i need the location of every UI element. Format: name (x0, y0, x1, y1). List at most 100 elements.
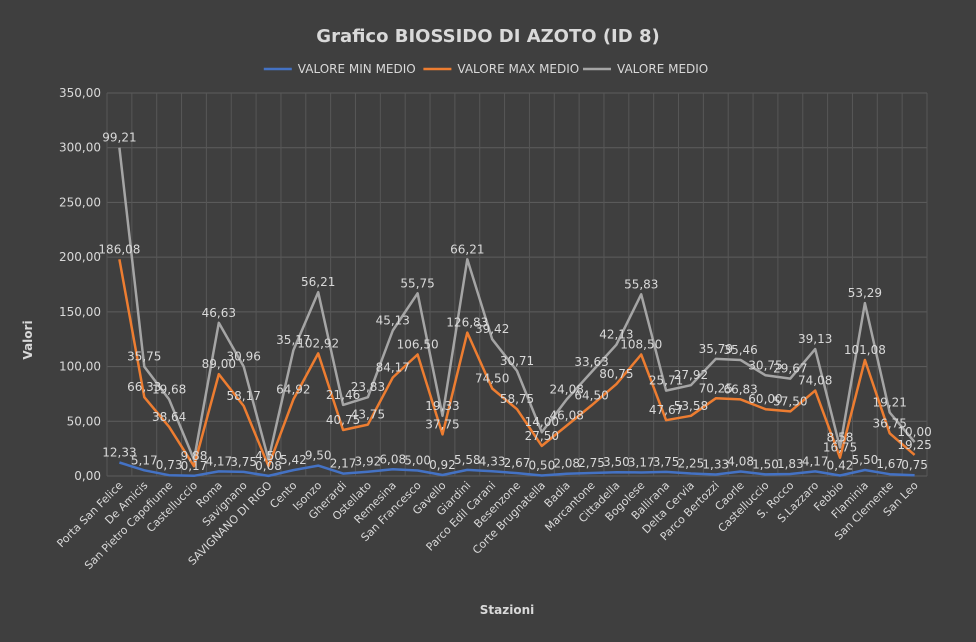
data-label: 1,33 (702, 458, 729, 472)
data-label: 0,92 (429, 458, 456, 472)
legend-label: VALORE MAX MEDIO (457, 62, 579, 76)
data-label: 0,75 (901, 458, 928, 472)
data-label: 101,08 (844, 343, 886, 357)
y-axis-ticks: 0,00 50,00 100,00 150,00 200,00 250,00 300,00 3… (59, 86, 101, 483)
data-label: 19,21 (873, 396, 907, 410)
data-label: 37,75 (425, 417, 459, 431)
data-label: 106,50 (397, 338, 439, 352)
data-label: 3,50 (603, 455, 630, 469)
data-label: 30,96 (226, 350, 260, 364)
data-label: 58,17 (226, 389, 260, 403)
data-label: 64,50 (574, 388, 608, 402)
data-label: 3,17 (628, 456, 655, 470)
data-label: 99,21 (102, 131, 136, 145)
data-label: 39,42 (475, 322, 509, 336)
data-label: 2,08 (553, 457, 580, 471)
data-label: 16,75 (823, 441, 857, 455)
series-line (118, 259, 916, 468)
data-label: 45,13 (376, 313, 410, 327)
data-label: 60,00 (748, 392, 782, 406)
data-label: 186,08 (98, 242, 140, 256)
data-label: 102,92 (297, 336, 339, 350)
data-label: 2,17 (330, 457, 357, 471)
data-label: 30,75 (748, 358, 782, 372)
data-label: 5,00 (404, 454, 431, 468)
data-label: 35,75 (127, 350, 161, 364)
data-label: 70,25 (699, 381, 733, 395)
series-lines (118, 147, 916, 478)
data-label: 12,33 (102, 446, 136, 460)
data-label: 4,08 (727, 455, 754, 469)
series-line (119, 461, 915, 478)
y-tick-label: 350,00 (59, 86, 101, 100)
data-label: 3,75 (230, 455, 257, 469)
y-tick-label: 100,00 (59, 360, 101, 374)
data-label: 43,75 (351, 408, 385, 422)
data-label: 66,83 (723, 382, 757, 396)
data-label: 108,50 (620, 338, 662, 352)
data-label: 35,79 (699, 342, 733, 356)
data-label: 4,50 (255, 449, 282, 463)
data-label: 6,08 (379, 452, 406, 466)
data-label: 2,25 (678, 457, 705, 471)
data-label: 5,50 (852, 453, 879, 467)
data-label: 56,21 (301, 275, 335, 289)
data-label: 14,00 (525, 415, 559, 429)
data-label: 3,75 (653, 455, 680, 469)
y-tick-label: 50,00 (67, 414, 101, 428)
data-label: 27,50 (525, 429, 559, 443)
data-label: 80,75 (599, 367, 633, 381)
data-label: 84,17 (376, 361, 410, 375)
data-label: 4,17 (205, 454, 232, 468)
data-label: 19,33 (425, 399, 459, 413)
data-label: 19,25 (897, 438, 931, 452)
data-label: 66,33 (127, 380, 161, 394)
data-label: 0,17 (181, 459, 208, 473)
data-label: 1,67 (876, 457, 903, 471)
data-label: 46,63 (202, 306, 236, 320)
data-label: 58,75 (500, 392, 534, 406)
data-label: 53,29 (848, 286, 882, 300)
data-label: 126,83 (446, 316, 488, 330)
data-label: 57,50 (773, 394, 807, 408)
data-label: 55,83 (624, 277, 658, 291)
data-label: 25,71 (649, 374, 683, 388)
chart-title: Grafico BIOSSIDO DI AZOTO (ID 8) (316, 26, 659, 47)
y-tick-label: 0,00 (74, 469, 101, 483)
data-label: 35,46 (723, 343, 757, 357)
data-label: 36,75 (873, 416, 907, 430)
data-label: 42,13 (599, 328, 633, 342)
data-label: 10,00 (897, 425, 931, 439)
data-label: 46,08 (550, 409, 584, 423)
y-axis-title: Valori (21, 320, 35, 359)
data-label: 38,64 (152, 410, 186, 424)
data-label: 3,92 (355, 455, 382, 469)
x-axis-title: Stazioni (480, 603, 534, 617)
data-label: 23,83 (351, 380, 385, 394)
data-label: 5,58 (454, 453, 481, 467)
data-label: 66,21 (450, 242, 484, 256)
legend: VALORE MIN MEDIO VALORE MAX MEDIO VALORE M… (263, 62, 708, 76)
data-label: 39,13 (798, 332, 832, 346)
data-label: 0,73 (156, 458, 183, 472)
y-tick-label: 150,00 (59, 305, 101, 319)
y-tick-label: 250,00 (59, 195, 101, 209)
data-label: 9,88 (181, 449, 208, 463)
data-label: 29,67 (773, 362, 807, 376)
y-tick-label: 300,00 (59, 141, 101, 155)
data-label: 24,08 (550, 382, 584, 396)
data-label: 2,75 (578, 456, 605, 470)
data-label: 2,67 (504, 456, 531, 470)
data-label: 5,17 (131, 453, 158, 467)
data-label: 27,92 (674, 368, 708, 382)
data-label: 9,50 (305, 449, 332, 463)
data-label: 89,00 (202, 357, 236, 371)
data-label: 4,33 (479, 454, 506, 468)
data-label: 19,68 (152, 382, 186, 396)
data-label: 74,50 (475, 371, 509, 385)
legend-label: VALORE MIN MEDIO (298, 62, 416, 76)
data-label: 0,50 (528, 458, 555, 472)
